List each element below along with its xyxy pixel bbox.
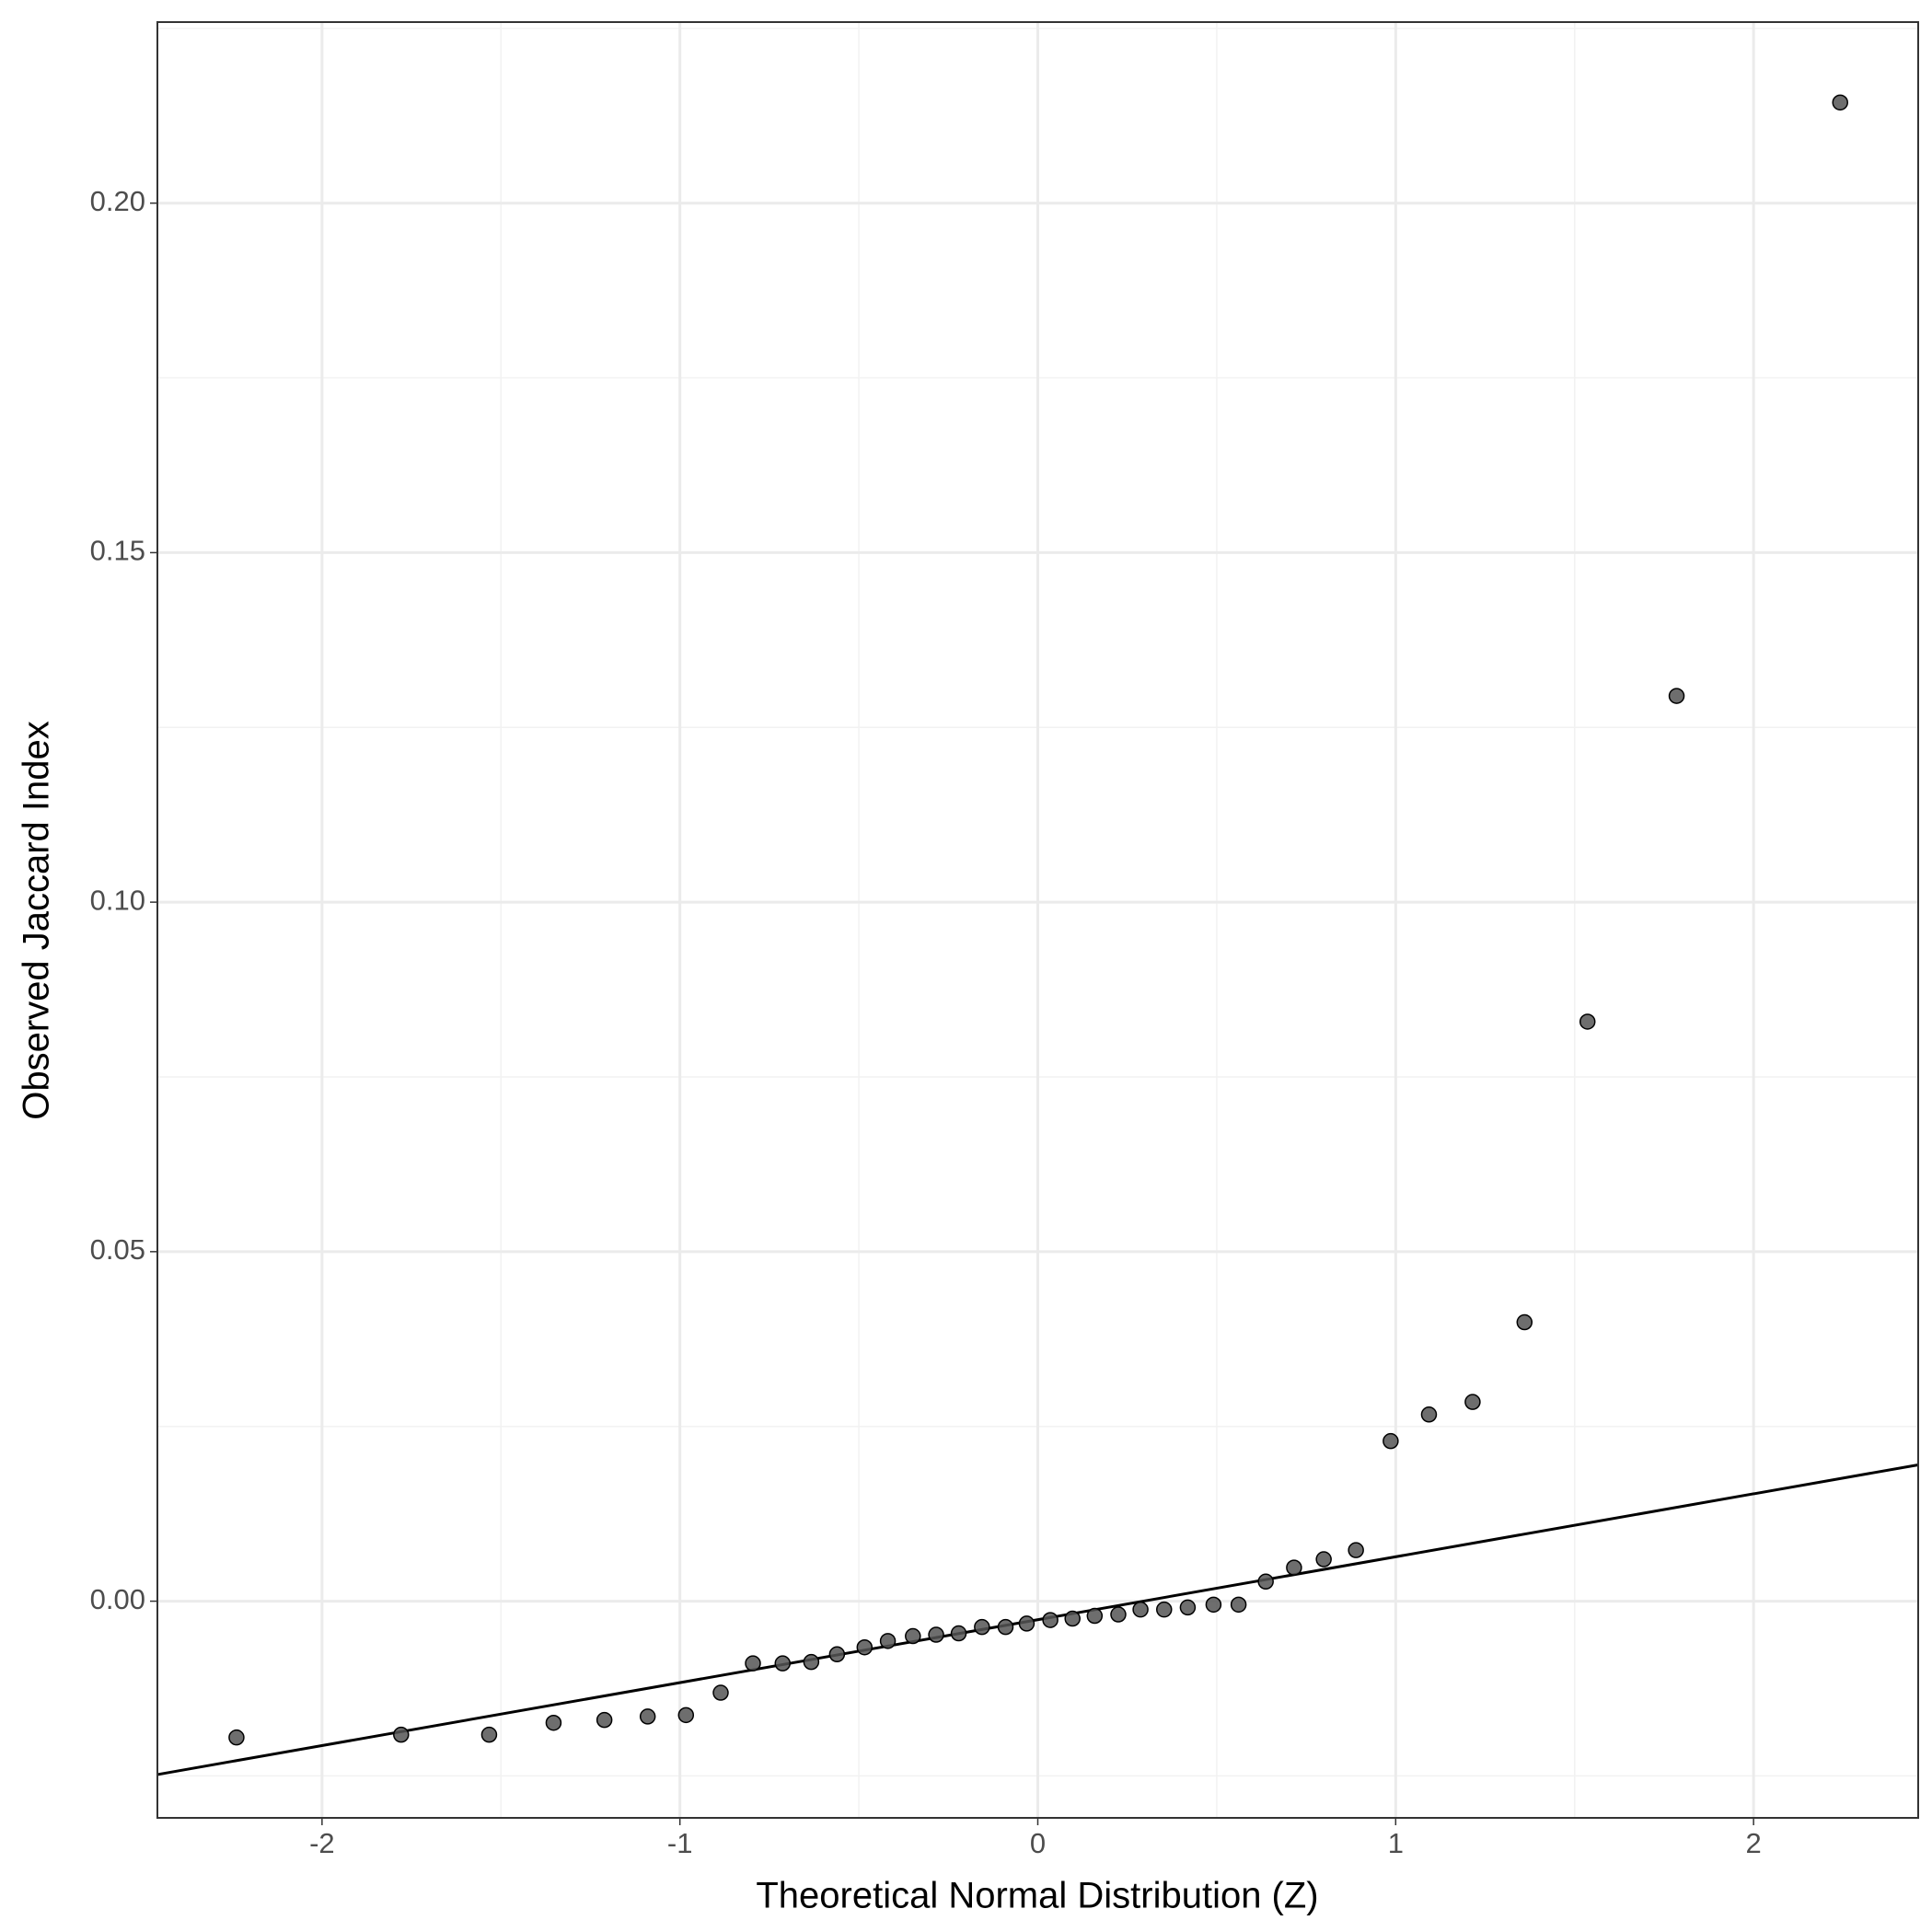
point <box>774 1655 792 1672</box>
point <box>1668 688 1685 704</box>
point <box>712 1684 729 1701</box>
point <box>1315 1551 1332 1568</box>
point <box>905 1627 921 1645</box>
point <box>1179 1599 1197 1616</box>
point <box>1132 1601 1149 1618</box>
x-tick-label: 1 <box>1388 1827 1404 1859</box>
point <box>1018 1615 1035 1632</box>
point <box>1086 1607 1104 1625</box>
x-axis-title: Theoretical Normal Distribution (Z) <box>756 1876 1318 1916</box>
x-tick-label: -2 <box>309 1827 335 1859</box>
point <box>828 1646 846 1663</box>
point <box>596 1711 613 1729</box>
y-axis-title: Observed Jaccard Index <box>17 721 57 1120</box>
point <box>228 1729 245 1746</box>
y-tick-label: 0.15 <box>90 535 145 567</box>
reference-line <box>156 1463 1919 1776</box>
point <box>1257 1573 1274 1591</box>
y-tick-label: 0.10 <box>90 884 145 916</box>
point <box>1064 1610 1081 1627</box>
point <box>1579 1013 1596 1030</box>
point <box>1832 94 1848 111</box>
point <box>1348 1542 1364 1558</box>
panel-border <box>156 21 1919 1819</box>
y-tick-label: 0.05 <box>90 1233 145 1266</box>
point <box>1382 1432 1399 1450</box>
point <box>1110 1606 1127 1623</box>
point <box>745 1655 761 1672</box>
point <box>879 1633 897 1649</box>
point <box>1205 1596 1222 1614</box>
point <box>928 1626 944 1643</box>
point <box>856 1638 873 1656</box>
point <box>1420 1406 1438 1423</box>
point <box>1464 1394 1481 1410</box>
point <box>677 1706 695 1724</box>
x-tick-label: 2 <box>1746 1827 1762 1859</box>
y-tick-label: 0.20 <box>90 185 145 217</box>
point <box>1286 1559 1302 1576</box>
point <box>997 1618 1014 1636</box>
point <box>950 1625 967 1642</box>
point <box>480 1726 498 1743</box>
point <box>545 1714 562 1731</box>
x-tick-label: -1 <box>667 1827 693 1859</box>
point <box>393 1726 410 1743</box>
point <box>803 1653 820 1671</box>
point <box>639 1708 656 1725</box>
point <box>1230 1596 1247 1614</box>
point <box>1516 1313 1533 1331</box>
point <box>1156 1601 1173 1618</box>
y-tick-label: 0.00 <box>90 1583 145 1615</box>
x-tick-label: 0 <box>1030 1827 1046 1859</box>
point <box>974 1618 990 1636</box>
point <box>1042 1612 1059 1628</box>
